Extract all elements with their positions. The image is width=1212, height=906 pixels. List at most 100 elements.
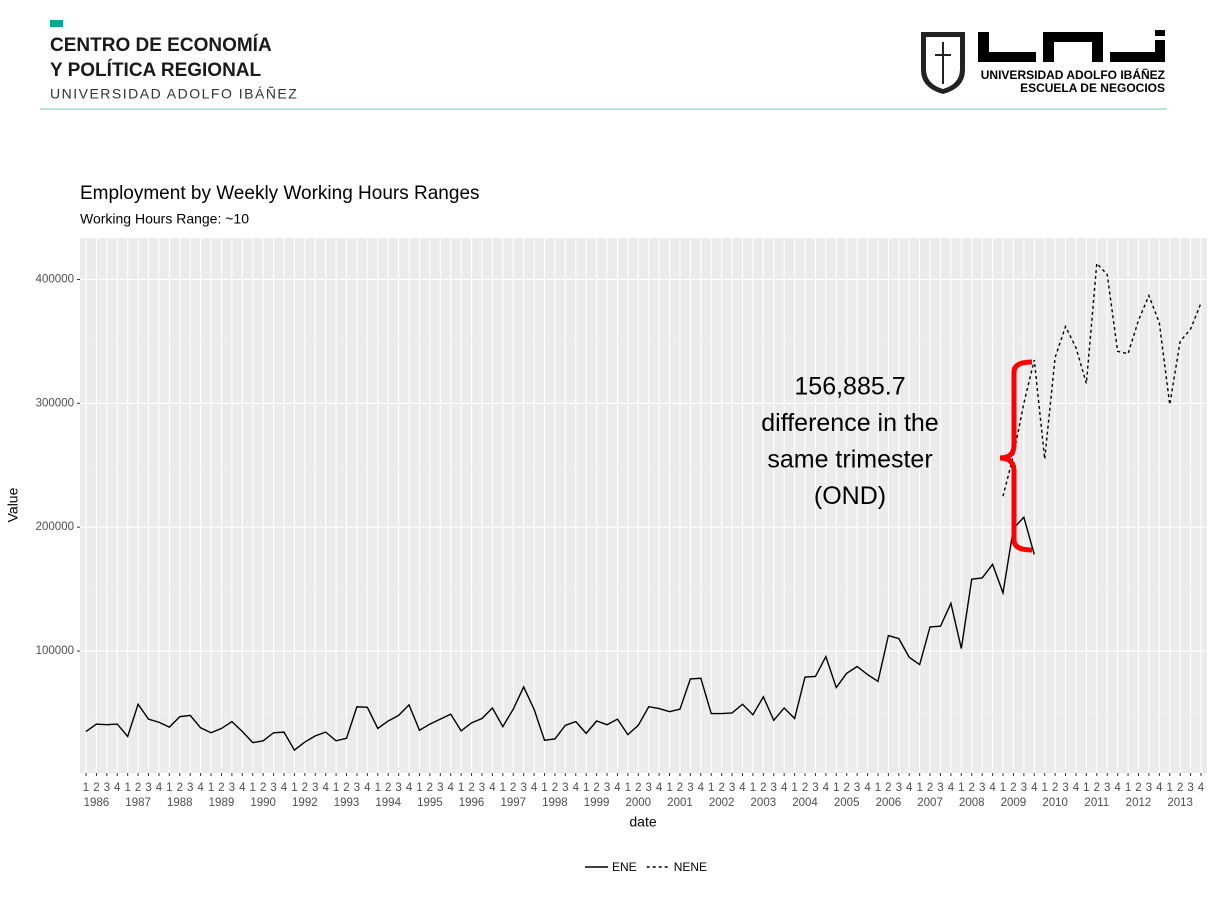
x-tick-label: 3 <box>187 782 193 794</box>
x-axis-label: date <box>629 814 656 830</box>
x-tick-label: 3 <box>479 782 485 794</box>
x-tick-label: 3 <box>229 782 235 794</box>
x-tick-label: 1 <box>124 782 130 794</box>
x-tick-label: 4 <box>1114 782 1121 794</box>
x-tick-label: 1 <box>250 782 256 794</box>
x-tick-label: 4 <box>1031 782 1038 794</box>
x-tick-label: 1 <box>291 782 297 794</box>
x-tick-label: 2 <box>1094 782 1100 794</box>
x-tick-label: 4 <box>406 782 413 794</box>
x-tick-label: 1 <box>750 782 756 794</box>
x-tick-label: 3 <box>354 782 360 794</box>
x-tick-label: 1 <box>166 782 172 794</box>
x-tick-label: 3 <box>270 782 276 794</box>
x-tick-label: 2 <box>135 782 141 794</box>
x-tick-label: 1 <box>1041 782 1047 794</box>
plot-panel <box>80 238 1207 773</box>
annotation-text: same trimester <box>767 446 932 474</box>
year-label: 1993 <box>334 797 360 809</box>
x-tick-label: 4 <box>364 782 371 794</box>
x-tick-label: 4 <box>239 782 246 794</box>
uai-school: ESCUELA DE NEGOCIOS <box>1020 81 1165 95</box>
year-label: 1987 <box>125 797 151 809</box>
x-tick-label: 4 <box>573 782 580 794</box>
x-tick-label: 3 <box>937 782 943 794</box>
x-tick-label: 4 <box>281 782 288 794</box>
x-tick-label: 3 <box>1146 782 1152 794</box>
x-tick-label: 4 <box>906 782 913 794</box>
x-tick-label: 1 <box>708 782 714 794</box>
x-tick-label: 1 <box>583 782 589 794</box>
x-tick-label: 1 <box>833 782 839 794</box>
legend-label: ENE <box>612 860 637 874</box>
chart-title: Employment by Weekly Working Hours Range… <box>80 183 480 204</box>
logo-mark <box>50 20 63 27</box>
x-tick-label: 1 <box>1167 782 1173 794</box>
year-label: 2002 <box>709 797 735 809</box>
year-label: 2011 <box>1084 797 1109 809</box>
x-tick-label: 3 <box>687 782 693 794</box>
year-label: 2007 <box>917 797 943 809</box>
x-tick-label: 1 <box>375 782 381 794</box>
year-label: 2005 <box>834 797 860 809</box>
year-label: 2006 <box>876 797 902 809</box>
x-tick-label: 1 <box>1083 782 1089 794</box>
x-tick-label: 2 <box>635 782 641 794</box>
x-tick-label: 4 <box>448 782 455 794</box>
x-tick-label: 1 <box>83 782 89 794</box>
x-tick-label: 2 <box>1135 782 1141 794</box>
year-label: 2008 <box>959 797 985 809</box>
year-label: 1986 <box>84 797 110 809</box>
x-tick-label: 4 <box>197 782 204 794</box>
x-tick-label: 1 <box>958 782 964 794</box>
x-tick-label: 4 <box>948 782 955 794</box>
center-name: Y POLÍTICA REGIONAL <box>50 59 262 81</box>
series-line <box>85 515 1035 752</box>
year-label: 1989 <box>209 797 235 809</box>
x-tick-label: 2 <box>677 782 683 794</box>
x-tick-label: 3 <box>1021 782 1027 794</box>
x-tick-label: 1 <box>791 782 797 794</box>
x-tick-label: 2 <box>802 782 808 794</box>
center-name: CENTRO DE ECONOMÍA <box>50 34 272 56</box>
x-tick-label: 4 <box>864 782 871 794</box>
x-tick-label: 3 <box>1062 782 1068 794</box>
x-tick-label: 2 <box>718 782 724 794</box>
x-tick-label: 2 <box>1177 782 1183 794</box>
x-tick-label: 1 <box>1125 782 1131 794</box>
x-tick-label: 1 <box>541 782 547 794</box>
annotation-text: (OND) <box>814 482 886 510</box>
x-tick-label: 2 <box>760 782 766 794</box>
x-tick-label: 3 <box>1104 782 1110 794</box>
x-tick-label: 1 <box>916 782 922 794</box>
uai-name: UNIVERSIDAD ADOLFO IBÁÑEZ <box>981 67 1165 82</box>
x-tick-label: 2 <box>218 782 224 794</box>
x-tick-label: 2 <box>385 782 391 794</box>
x-tick-label: 4 <box>1198 782 1205 794</box>
year-label: 2004 <box>792 797 818 809</box>
y-tick-label: 100000 <box>36 645 74 657</box>
x-tick-label: 1 <box>208 782 214 794</box>
x-tick-label: 3 <box>812 782 818 794</box>
center-university: UNIVERSIDAD ADOLFO IBÁÑEZ <box>50 86 298 102</box>
x-tick-label: 3 <box>854 782 860 794</box>
x-tick-label: 2 <box>302 782 308 794</box>
x-tick-label: 1 <box>416 782 422 794</box>
year-label: 2001 <box>667 797 693 809</box>
year-label: 1997 <box>500 797 526 809</box>
x-tick-label: 2 <box>593 782 599 794</box>
year-label: 2013 <box>1167 797 1193 809</box>
x-tick-label: 2 <box>93 782 99 794</box>
x-tick-label: 4 <box>1156 782 1163 794</box>
year-label: 1995 <box>417 797 443 809</box>
x-tick-label: 1 <box>500 782 506 794</box>
x-tick-label: 4 <box>156 782 163 794</box>
y-tick-label: 300000 <box>36 397 74 409</box>
x-tick-label: 3 <box>437 782 443 794</box>
x-tick-label: 2 <box>1052 782 1058 794</box>
chart-subtitle: Working Hours Range: ~10 <box>80 211 249 227</box>
x-tick-label: 3 <box>604 782 610 794</box>
year-label: 1994 <box>375 797 401 809</box>
x-tick-label: 4 <box>698 782 705 794</box>
series-line <box>1002 261 1202 497</box>
